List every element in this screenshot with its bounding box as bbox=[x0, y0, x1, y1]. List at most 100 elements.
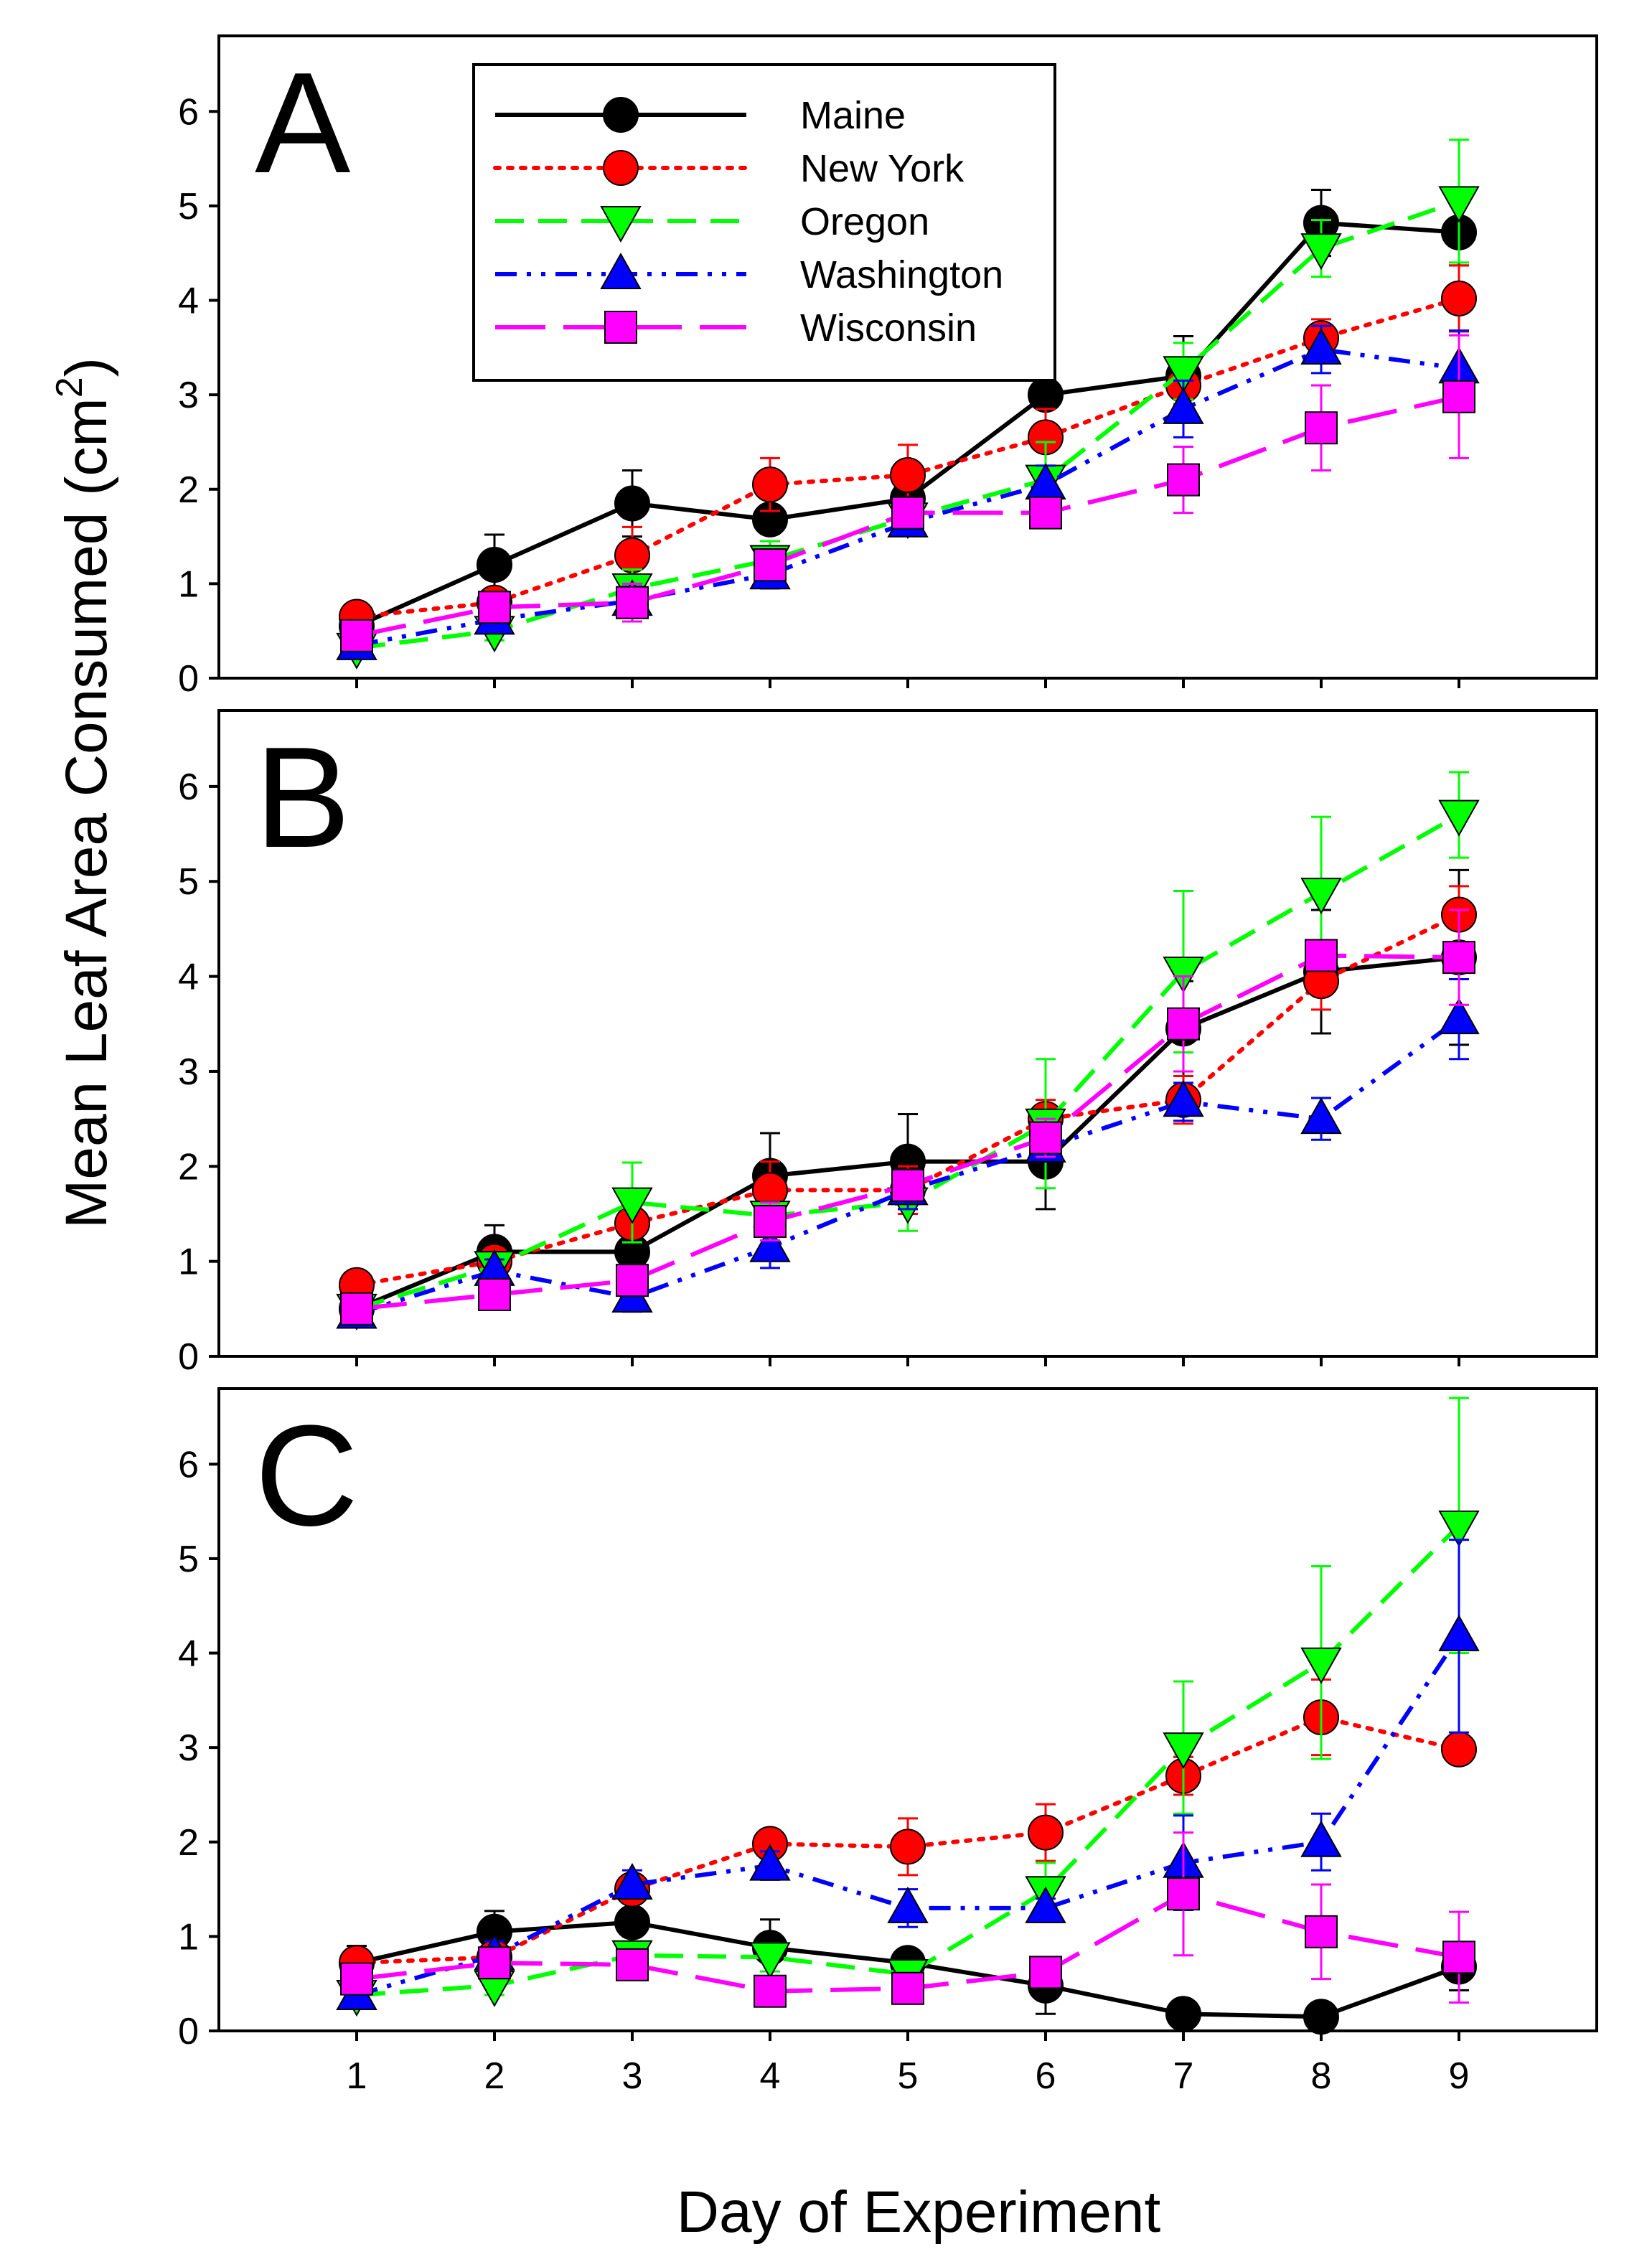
data-point bbox=[614, 537, 650, 573]
series-wisconsin bbox=[340, 1831, 1475, 2008]
data-point bbox=[749, 1844, 791, 1881]
panels-layer: 0 1 2 3 4 5 6 A 0 1 2 3 4 5 6 B 0 1 2 3 4 5 6 1 2 3 4 5 6 7 8 9 C bbox=[178, 34, 1598, 2097]
series-line bbox=[356, 812, 1460, 1311]
data-point bbox=[340, 619, 373, 652]
data-point bbox=[887, 1886, 929, 1923]
data-point bbox=[1163, 356, 1204, 393]
data-point bbox=[1300, 878, 1342, 915]
series-line bbox=[356, 1635, 1461, 1997]
y-tick-label: 5 bbox=[178, 1539, 199, 1580]
legend-label: Washington bbox=[800, 253, 1003, 296]
data-point bbox=[1167, 1877, 1200, 1911]
x-tick-label: 9 bbox=[1449, 2055, 1470, 2097]
data-point bbox=[1300, 1820, 1342, 1857]
legend-label: Maine bbox=[800, 94, 906, 137]
data-point bbox=[1442, 1940, 1475, 1974]
data-point bbox=[614, 1904, 650, 1940]
data-point bbox=[1305, 411, 1338, 445]
data-point bbox=[1163, 956, 1204, 994]
x-axis-title: Day of Experiment bbox=[677, 2179, 1161, 2245]
legend-item: New York bbox=[493, 147, 965, 190]
y-tick-label: 3 bbox=[178, 375, 199, 416]
data-point bbox=[478, 1277, 511, 1311]
y-tick-label: 2 bbox=[178, 1146, 199, 1188]
data-point bbox=[1028, 377, 1064, 413]
data-point bbox=[1163, 1080, 1204, 1117]
data-point bbox=[1029, 496, 1062, 530]
data-point bbox=[1163, 1732, 1204, 1770]
x-tick-label: 2 bbox=[484, 2055, 505, 2097]
data-point bbox=[614, 485, 650, 522]
y-tick-label: 2 bbox=[178, 469, 199, 511]
data-point bbox=[1305, 1915, 1338, 1948]
data-point bbox=[1025, 1886, 1066, 1923]
data-point bbox=[1438, 186, 1480, 223]
x-tick-label: 8 bbox=[1311, 2055, 1332, 2097]
data-point bbox=[340, 1292, 373, 1325]
data-point bbox=[478, 591, 511, 624]
data-point bbox=[749, 1942, 791, 1979]
data-point bbox=[1441, 280, 1477, 316]
x-tick-label: 6 bbox=[1036, 2055, 1056, 2097]
legend-item: Wisconsin bbox=[495, 306, 977, 349]
data-point bbox=[754, 548, 787, 582]
data-point bbox=[478, 1946, 511, 1980]
data-point bbox=[1165, 1996, 1201, 2032]
data-point bbox=[749, 1225, 791, 1262]
legend-label: Wisconsin bbox=[800, 306, 977, 349]
panel-label: C bbox=[255, 1396, 358, 1556]
y-tick-label: 3 bbox=[178, 1051, 199, 1093]
legend-marker bbox=[600, 252, 642, 289]
data-point bbox=[1167, 1007, 1200, 1041]
panel-label: A bbox=[255, 43, 351, 203]
legend-label: New York bbox=[800, 147, 965, 190]
x-tick-label: 1 bbox=[347, 2055, 367, 2097]
series-wisconsin bbox=[340, 909, 1475, 1325]
series-line bbox=[356, 1524, 1461, 1997]
y-tick-label: 4 bbox=[178, 957, 199, 998]
legend-marker bbox=[600, 206, 642, 243]
panel-c: 0 1 2 3 4 5 6 1 2 3 4 5 6 7 8 9 C bbox=[178, 1387, 1598, 2097]
series-line bbox=[356, 1017, 1460, 1316]
y-tick-label: 6 bbox=[178, 91, 199, 133]
y-tick-label: 5 bbox=[178, 861, 199, 903]
data-point bbox=[1300, 327, 1342, 365]
data-point bbox=[890, 1829, 926, 1865]
data-point bbox=[611, 1187, 653, 1224]
y-tick-label: 1 bbox=[178, 1916, 199, 1958]
data-point bbox=[1029, 1121, 1062, 1155]
legend-marker bbox=[604, 311, 637, 344]
data-point bbox=[1029, 1956, 1062, 1989]
data-point bbox=[754, 1974, 787, 2008]
x-tick-label: 4 bbox=[760, 2055, 781, 2097]
data-point bbox=[1305, 939, 1338, 972]
y-tick-label: 1 bbox=[178, 1242, 199, 1283]
data-point bbox=[1438, 799, 1480, 837]
y-tick-label: 5 bbox=[178, 186, 199, 227]
legend-item: Washington bbox=[495, 252, 1003, 296]
data-point bbox=[477, 547, 512, 583]
y-tick-label: 3 bbox=[178, 1727, 199, 1769]
legend-item: Maine bbox=[495, 94, 906, 137]
data-point bbox=[1167, 463, 1200, 497]
data-point bbox=[1300, 1097, 1342, 1135]
legend-items: Maine New York Oregon Washington Wisconsin bbox=[493, 94, 1003, 349]
y-tick-label: 0 bbox=[178, 1336, 199, 1378]
legend-item: Oregon bbox=[495, 200, 929, 243]
y-tick-label: 4 bbox=[178, 281, 199, 322]
legend-marker bbox=[603, 97, 639, 133]
data-point bbox=[1028, 1814, 1064, 1851]
legend-label: Oregon bbox=[800, 200, 929, 243]
data-point bbox=[1442, 941, 1475, 975]
plot-frame bbox=[217, 1387, 1598, 2032]
series-line bbox=[356, 347, 1460, 647]
data-point bbox=[1442, 380, 1475, 413]
data-point bbox=[1438, 1614, 1480, 1651]
y-tick-label: 0 bbox=[178, 2011, 199, 2052]
y-axis-title-superscript: 2 bbox=[49, 377, 90, 398]
legend-marker bbox=[603, 150, 639, 186]
data-point bbox=[1303, 1999, 1339, 2035]
data-point bbox=[891, 496, 924, 530]
data-point bbox=[1438, 1510, 1480, 1547]
y-tick-label: 2 bbox=[178, 1822, 199, 1864]
